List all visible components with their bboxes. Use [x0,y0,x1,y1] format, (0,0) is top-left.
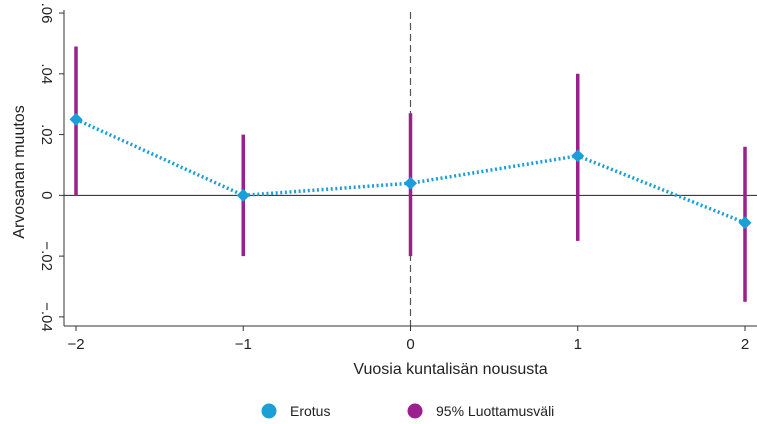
x-tick-label: −2 [67,336,84,353]
x-axis-label: Vuosia kuntalisän noususta [353,361,547,378]
estimate-point [571,149,585,163]
legend: Erotus 95% Luottamusväli [261,403,554,419]
legend-label-erotus: Erotus [290,403,330,419]
y-tick-label: −.02 [38,241,55,271]
estimate-point [738,216,752,230]
legend-swatch-erotus [261,403,277,419]
y-tick-label: −.04 [38,302,55,332]
legend-swatch-ci [407,403,423,419]
y-tick-label: 0 [38,191,55,199]
y-tick-label: .02 [38,124,55,145]
legend-label-ci: 95% Luottamusväli [436,403,554,419]
x-tick-label: −1 [235,336,252,353]
y-tick-label: .06 [38,3,55,24]
estimate-point [404,176,417,190]
estimate-point [69,112,83,126]
x-tick-label: 1 [574,336,582,353]
x-tick-label: 0 [406,336,414,353]
estimate-point [236,188,250,202]
y-axis: −.04 −.02 0 .02 .04 .06 [38,3,65,332]
plot-area [64,12,757,326]
y-axis-label: Arvosanan muutos [11,105,28,238]
y-tick-label: .04 [38,63,55,84]
x-axis: −2 −1 0 1 2 [64,325,757,353]
x-tick-label: 2 [741,336,749,353]
